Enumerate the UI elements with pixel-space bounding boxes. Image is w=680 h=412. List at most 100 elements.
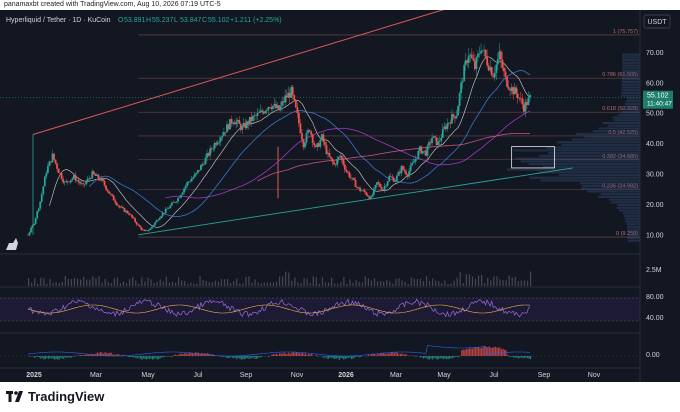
macd-hist xyxy=(502,348,504,356)
macd-hist xyxy=(384,353,386,356)
macd-hist xyxy=(439,356,441,359)
volume-bar xyxy=(147,277,149,286)
macd-hist xyxy=(260,356,262,358)
volume-bar xyxy=(481,275,483,286)
candle-body xyxy=(37,208,40,212)
volume-bar xyxy=(358,281,360,286)
vp-bar xyxy=(598,127,640,130)
candle-body xyxy=(454,116,456,119)
macd-hist xyxy=(390,352,392,356)
macd-hist xyxy=(530,356,532,360)
macd-hist xyxy=(288,352,290,356)
macd-hist xyxy=(373,353,376,356)
volume-bar xyxy=(76,278,79,286)
time-axis: 2025 Mar May Jul Sep Nov 2026 Mar May Jul Sep Nov xyxy=(0,10,641,382)
macd-hist xyxy=(226,356,229,358)
chart-area[interactable]: 1 (75.757) 0.786 (61.505) 0.618 (50.328) 0.… xyxy=(0,0,680,382)
candle-body xyxy=(327,152,329,154)
candle-body xyxy=(163,212,166,214)
macd-hist xyxy=(173,355,175,356)
vp-bar xyxy=(602,121,640,125)
macd-hist xyxy=(158,356,160,360)
last-price-countdown: 11:40:47 xyxy=(647,101,672,108)
candle-body xyxy=(33,223,36,226)
volume-bar xyxy=(376,281,379,286)
macd-hist xyxy=(337,356,339,359)
macd-hist xyxy=(279,353,281,356)
volume-bar xyxy=(254,279,256,286)
macd-hist xyxy=(141,356,143,360)
candle-body xyxy=(131,214,133,218)
candle-body xyxy=(377,182,380,184)
candle-body xyxy=(157,219,159,221)
candle-body xyxy=(177,198,179,202)
macd-hist xyxy=(350,356,353,360)
time-label-5: Nov xyxy=(291,372,304,379)
volume-bar xyxy=(367,278,369,286)
volume-bar xyxy=(389,281,391,286)
macd-hist xyxy=(517,356,519,359)
volume-bar xyxy=(135,280,137,286)
volume-bar xyxy=(340,282,342,286)
legend-change: +1.211 (+2.25%) xyxy=(230,17,282,24)
price-tick-50: 50.00 xyxy=(646,111,664,118)
vp-bar xyxy=(621,91,640,95)
candle-body xyxy=(325,144,328,154)
candle-body xyxy=(258,112,261,114)
vp-bar xyxy=(626,225,640,229)
candle-body xyxy=(310,131,313,135)
candle-body xyxy=(458,93,461,107)
candle-body xyxy=(115,202,118,206)
candle-body xyxy=(522,104,525,112)
volume-bar xyxy=(193,283,195,286)
candle-body xyxy=(322,134,325,143)
vp-bar xyxy=(609,198,640,201)
candle-body xyxy=(376,182,378,185)
candle-body xyxy=(148,229,150,231)
vp-bar xyxy=(529,176,640,179)
macd-hist xyxy=(487,347,489,356)
macd-hist xyxy=(274,354,276,356)
candle-body xyxy=(467,55,470,63)
macd-hist xyxy=(35,356,37,357)
vp-bar xyxy=(621,53,640,56)
macd-hist xyxy=(176,355,178,356)
candle-body xyxy=(412,161,415,164)
time-label-8: May xyxy=(437,372,451,379)
candle-body xyxy=(336,159,339,165)
macd-hist xyxy=(115,354,117,356)
macd-hist xyxy=(344,356,347,359)
candle-body xyxy=(342,159,345,165)
macd-hist xyxy=(358,356,360,358)
candle-body xyxy=(178,197,181,199)
candle-body xyxy=(207,153,210,156)
candle-body xyxy=(405,171,407,175)
price-tick-40: 40.00 xyxy=(646,141,664,148)
macd-hist xyxy=(181,353,183,356)
macd-hist xyxy=(259,356,261,358)
vp-bar xyxy=(621,80,640,84)
volume-bar xyxy=(83,276,85,286)
currency-badge[interactable]: USDT xyxy=(643,14,671,29)
vp-bar xyxy=(621,89,640,92)
volume-bar xyxy=(315,277,317,286)
candle-body xyxy=(397,171,400,176)
vp-bar xyxy=(621,61,640,64)
volume-bar xyxy=(214,280,216,286)
volume-bar xyxy=(177,277,180,286)
macd-hist xyxy=(37,356,39,357)
candle-body xyxy=(203,163,205,165)
candle-body xyxy=(472,58,475,61)
macd-hist xyxy=(43,356,45,360)
vp-bar xyxy=(520,160,640,163)
candle-body xyxy=(271,106,274,109)
macd-hist xyxy=(47,356,50,359)
vp-bar xyxy=(600,193,640,196)
macd-hist xyxy=(87,354,89,356)
candle-body xyxy=(45,172,48,177)
chart-svg[interactable]: 1 (75.757) 0.786 (61.505) 0.618 (50.328) 0.… xyxy=(0,0,680,382)
volume-bar xyxy=(165,276,167,286)
macd-hist xyxy=(234,356,236,358)
tradingview-logo[interactable]: TradingView xyxy=(6,389,104,404)
candle-body xyxy=(432,136,435,139)
